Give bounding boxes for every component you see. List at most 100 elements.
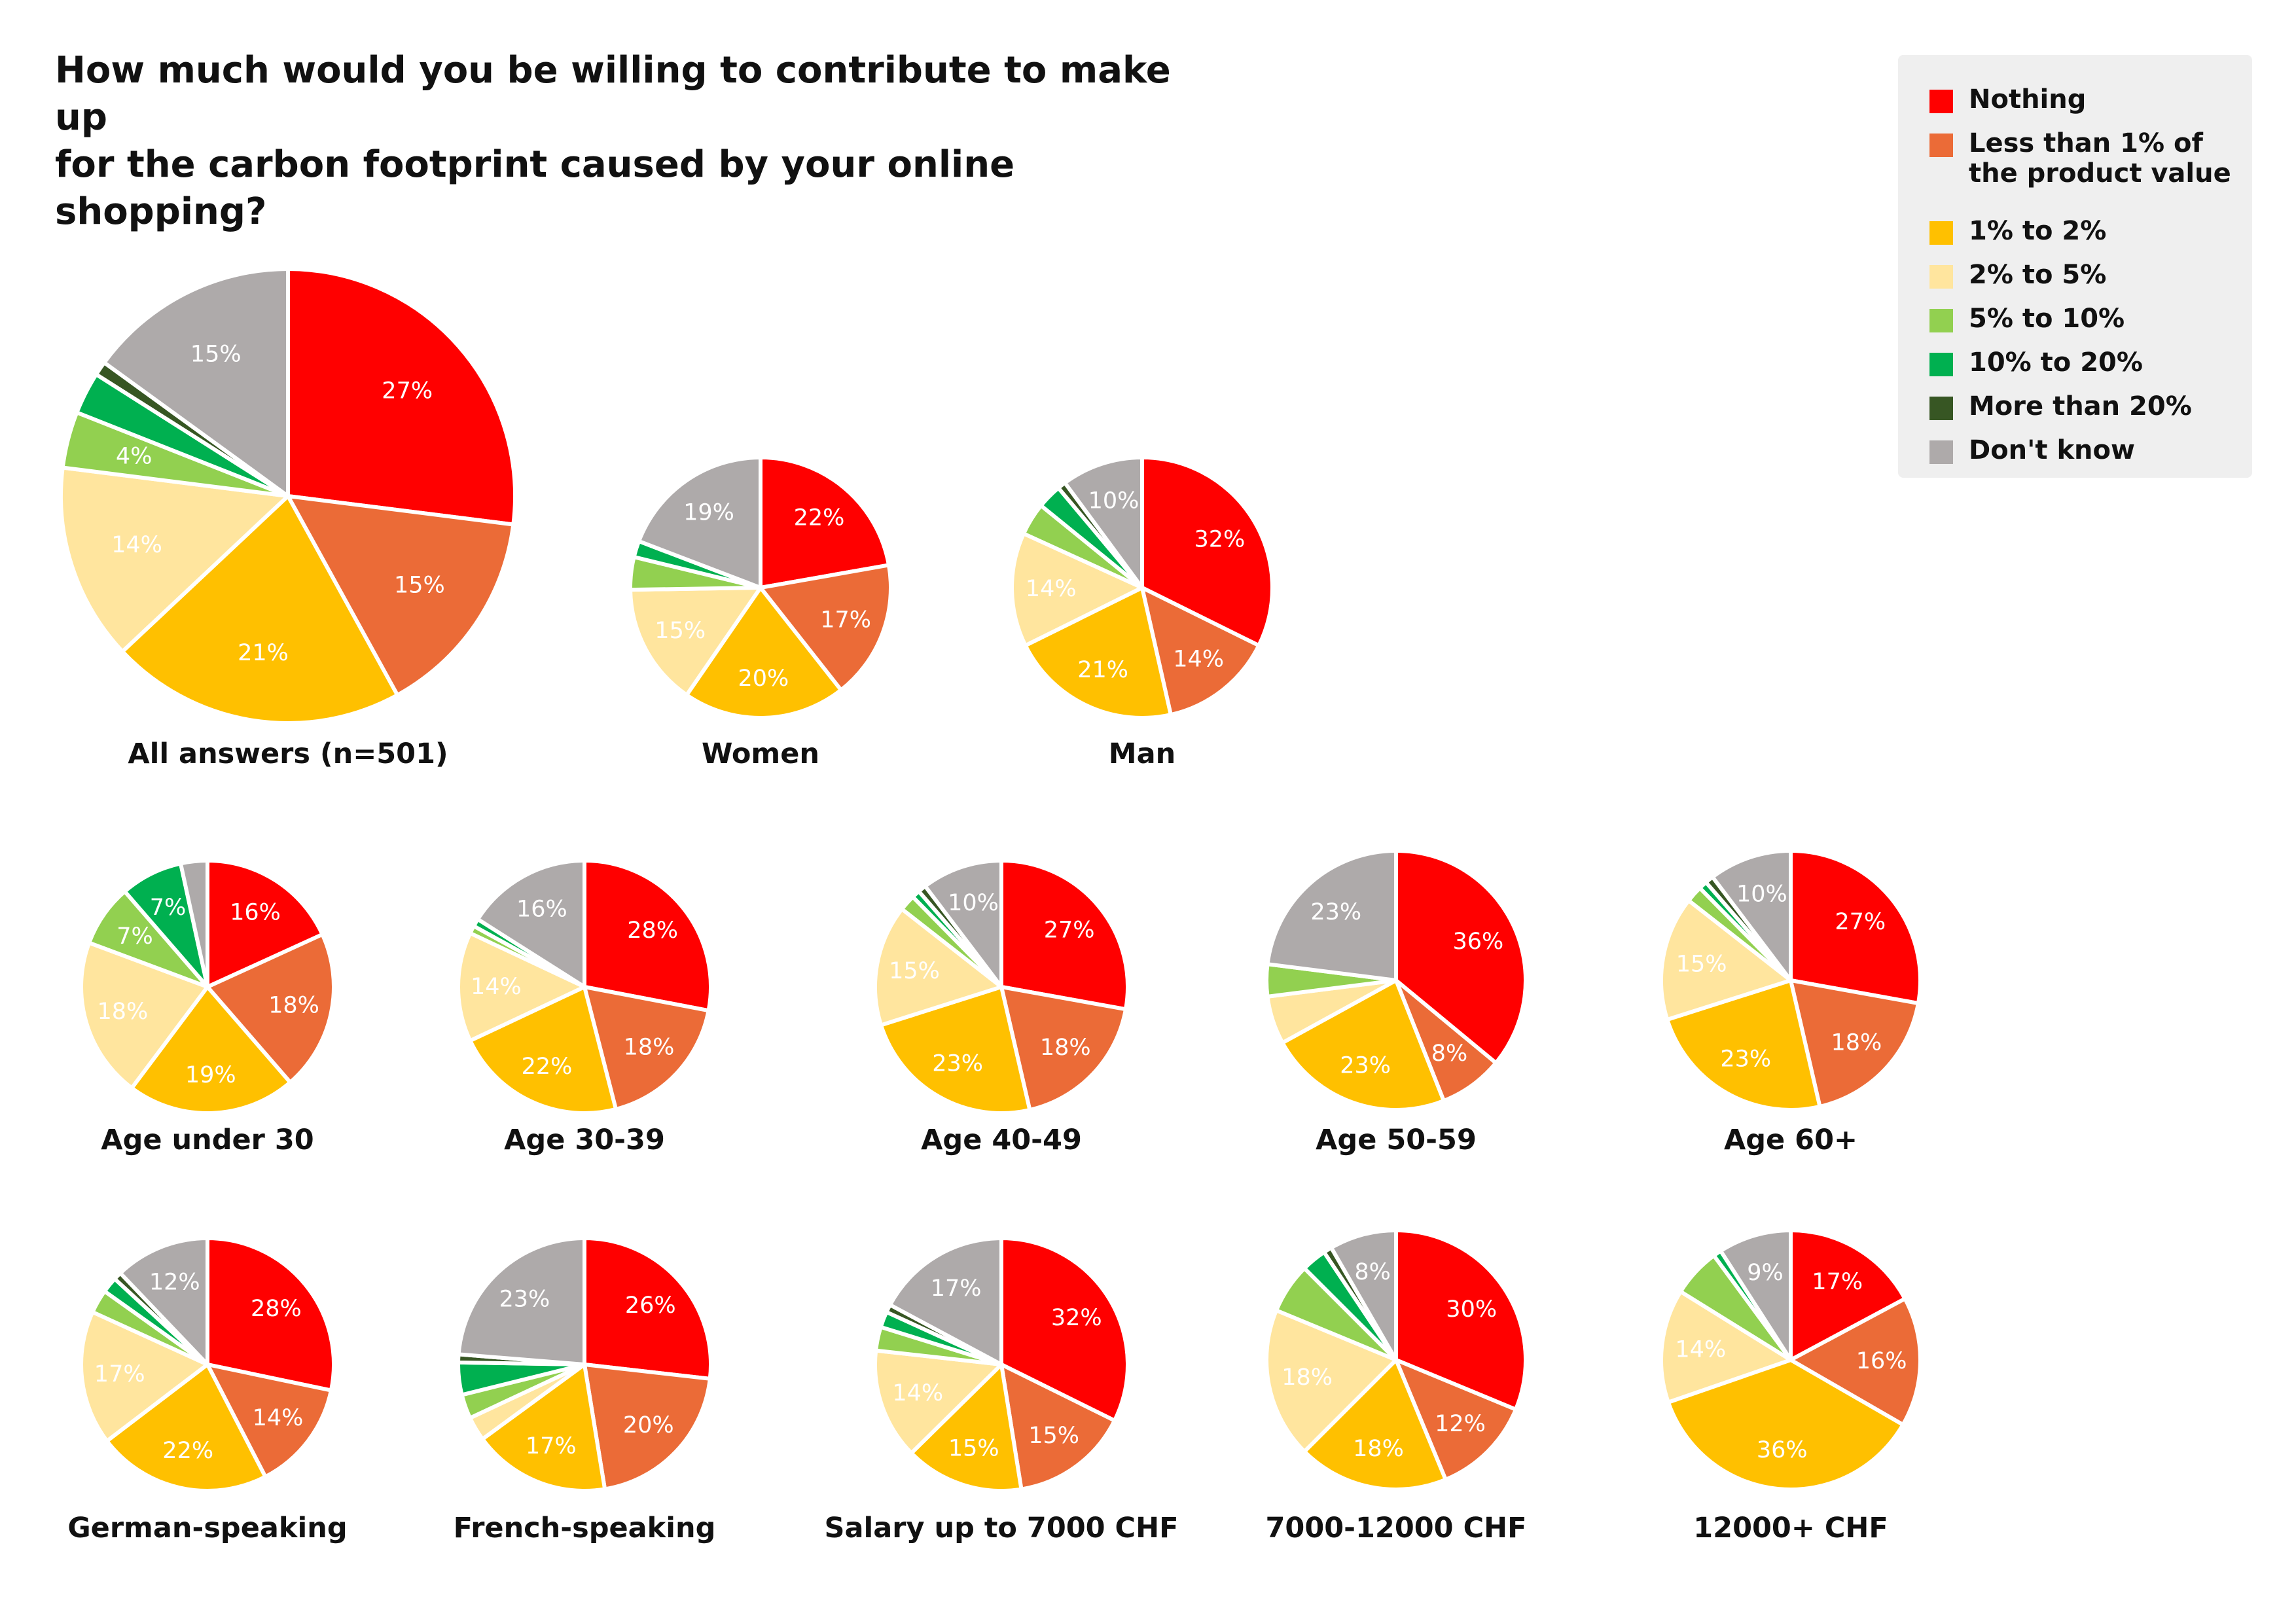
legend-swatch [1929, 440, 1953, 464]
slice-data-label: 17% [526, 1433, 577, 1459]
slice-data-label: 7% [150, 895, 187, 921]
slice-data-label: 14% [1675, 1337, 1726, 1363]
slice-data-label: 23% [1340, 1052, 1391, 1079]
slice-data-label: 23% [499, 1287, 550, 1313]
pie-slice [1666, 1358, 1905, 1491]
legend-label: 1% to 2% [1969, 216, 2107, 246]
pie-slice [178, 859, 209, 989]
pie-slice [583, 1236, 713, 1381]
pie-slice [1659, 1289, 1793, 1404]
slice-data-label: 27% [1044, 917, 1095, 943]
pie-slice [873, 1348, 1003, 1455]
pie-slice [1718, 1228, 1793, 1362]
pie-slice [118, 1236, 209, 1366]
pie-slice [1710, 849, 1793, 982]
slice-data-label: 18% [1831, 1030, 1882, 1056]
pie-slice [206, 1236, 336, 1393]
pie-slice [1394, 1228, 1528, 1412]
slice-data-label: 36% [1453, 929, 1504, 955]
slice-data-label: 23% [1310, 899, 1361, 925]
legend-swatch [1929, 353, 1953, 376]
pie-slice [456, 931, 586, 1043]
pie-slice [583, 859, 713, 1013]
pie-slice [286, 494, 516, 698]
slice-data-label: 21% [1077, 657, 1128, 683]
pie-slice [1280, 978, 1446, 1112]
slice-data-label: 12% [149, 1270, 200, 1296]
pie-slice [999, 1236, 1130, 1423]
pie-chart: 27% 15% 21% 14% 4% 15% All answers (n=501) [59, 267, 517, 770]
slice-data-label: 32% [1194, 527, 1246, 553]
pie-chart-title: 7000-12000 CHF [1265, 1512, 1526, 1544]
slice-data-label: 14% [253, 1405, 304, 1431]
legend-swatch [1929, 90, 1953, 113]
pie-chart-title: French-speaking [454, 1512, 716, 1544]
legend-swatch [1929, 397, 1953, 420]
pie-chart-title: Man [1109, 738, 1175, 770]
pie-slice [685, 586, 844, 720]
slice-data-label: 28% [627, 918, 678, 944]
legend-label: 5% to 10% [1969, 304, 2125, 334]
pie-slice [1789, 849, 1923, 1006]
pie-slice [1394, 849, 1528, 1065]
pie-slice [130, 985, 293, 1115]
pie-slice [628, 586, 762, 697]
chart-title-line-1: How much would you be willing to contrib… [55, 49, 1171, 139]
slice-data-label: 23% [932, 1050, 983, 1077]
pie-chart: 17% 16% 36% 14% 9% 12000+ CHF [1659, 1228, 1922, 1544]
pie-chart: 30% 12% 18% 18% 8% 7000-12000 CHF [1265, 1228, 1528, 1544]
pie-slice [79, 940, 209, 1090]
slice-data-label: 27% [1835, 909, 1886, 935]
slice-data-label: 19% [185, 1062, 236, 1088]
slice-data-label: 16% [1856, 1348, 1907, 1374]
slice-data-label: 7% [117, 923, 153, 950]
pie-slice [1265, 849, 1398, 982]
pie-chart: 28% 14% 22% 17% 12% German-speaking [67, 1236, 348, 1544]
chart-title-line-2: for the carbon footprint caused by your … [55, 143, 1015, 233]
pie-chart-title: Age under 30 [101, 1124, 314, 1156]
pie-slice [583, 985, 711, 1111]
pie-slice [456, 1236, 586, 1366]
slice-data-label: 19% [683, 499, 734, 526]
legend-swatch [1929, 221, 1953, 245]
pie-chart-title: Age 30-39 [504, 1124, 665, 1156]
slice-data-label: 20% [623, 1412, 674, 1438]
slice-data-label: 17% [1812, 1269, 1863, 1295]
slice-data-label: 17% [94, 1361, 145, 1387]
legend-label: Less than 1% of the product value [1969, 128, 2231, 188]
pie-slice [1063, 455, 1144, 590]
pie-slice [759, 563, 893, 692]
pie-slice [999, 859, 1130, 1012]
pie-chart-title: Salary up to 7000 CHF [825, 1512, 1179, 1544]
slice-data-label: 32% [1051, 1305, 1102, 1331]
legend-swatch [1929, 309, 1953, 332]
pie-slice [476, 859, 586, 989]
pie-chart-title: Age 60+ [1724, 1124, 1857, 1156]
pie-slice [1659, 898, 1793, 1022]
pie-slice [999, 985, 1128, 1113]
pie-slice [120, 494, 400, 725]
pie-slice [480, 1363, 607, 1493]
pie-slice [923, 859, 1003, 989]
legend-swatch [1929, 134, 1953, 157]
slice-data-label: 22% [794, 505, 845, 531]
legend-label: Nothing [1969, 84, 2087, 115]
slice-data-label: 8% [1431, 1041, 1468, 1067]
slice-data-label: 17% [820, 607, 871, 633]
pie-slice [206, 859, 325, 989]
legend: Nothing Less than 1% of the product value 1… [1898, 55, 2252, 478]
pie-chart-title: All answers (n=501) [128, 738, 448, 770]
legend-swatch [1929, 265, 1953, 289]
pie-chart-title: German-speaking [67, 1512, 347, 1544]
slice-data-label: 28% [251, 1296, 302, 1322]
slice-data-label: 16% [230, 899, 281, 925]
slice-data-label: 10% [1736, 882, 1787, 908]
slice-data-label: 14% [471, 974, 522, 1000]
pie-chart: 36% 8% 23% 23% Age 50-59 [1265, 849, 1528, 1156]
pie-slice [583, 1363, 712, 1491]
pie-chart: 16% 18% 19% 18% 7%7% Age under 30 [79, 859, 336, 1156]
pie-chart: 32% 14% 21% 14% 10% Man [1010, 455, 1274, 770]
slice-data-label: 22% [162, 1438, 213, 1464]
pie-slice [206, 932, 336, 1084]
pie-slice [888, 1236, 1003, 1366]
